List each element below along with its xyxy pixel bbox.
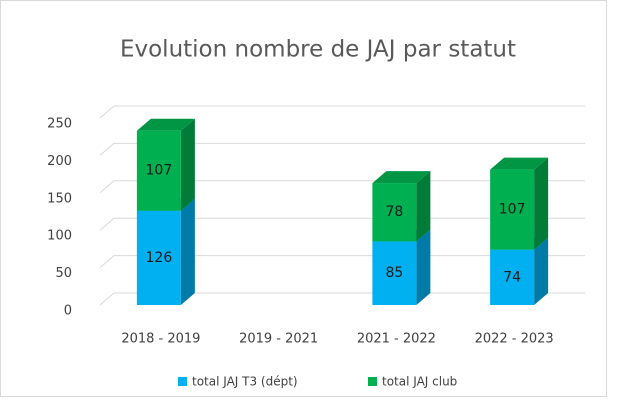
bar-front — [136, 210, 181, 305]
grid-line — [99, 142, 585, 156]
chart-title: Evolution nombre de JAJ par statut — [120, 37, 516, 63]
legend-swatch — [368, 377, 377, 386]
bar-front — [490, 169, 535, 250]
data-label: 74 — [503, 269, 521, 285]
bar-side — [180, 198, 195, 305]
data-label: 107 — [146, 163, 173, 179]
y-tick-label: 200 — [47, 154, 72, 169]
y-tick-label: 0 — [64, 304, 72, 319]
bar — [490, 157, 549, 250]
y-tick-label: 50 — [55, 266, 72, 281]
bar-top — [136, 118, 195, 131]
data-label: 78 — [385, 204, 403, 220]
bar-top — [372, 171, 431, 184]
legend-label: total JAJ club — [382, 375, 457, 389]
bar-side — [416, 171, 431, 242]
bar-top — [490, 157, 549, 170]
x-tick-label: 2021 - 2022 — [357, 332, 436, 347]
data-label: 85 — [385, 265, 403, 281]
bar — [136, 118, 195, 211]
data-label: 107 — [499, 202, 526, 218]
y-tick-label: 250 — [47, 117, 72, 132]
grid-line — [99, 105, 585, 119]
y-tick-label: 150 — [47, 191, 72, 206]
bar-front — [372, 183, 417, 242]
bar-front — [372, 241, 417, 305]
data-label: 126 — [146, 250, 173, 266]
x-tick-label: 2019 - 2021 — [239, 332, 318, 347]
bar-side — [180, 118, 195, 211]
y-tick-label: 100 — [47, 229, 72, 244]
bar-side — [416, 229, 431, 305]
bar-side — [534, 237, 549, 305]
bar-front — [490, 249, 535, 305]
legend-swatch — [178, 377, 187, 386]
x-tick-label: 2022 - 2023 — [475, 332, 554, 347]
bar-front — [136, 130, 181, 211]
bar-side — [534, 157, 549, 250]
bar — [372, 171, 431, 242]
legend-label: total JAJ T3 (dépt) — [192, 375, 298, 389]
x-tick-label: 2018 - 2019 — [121, 332, 200, 347]
